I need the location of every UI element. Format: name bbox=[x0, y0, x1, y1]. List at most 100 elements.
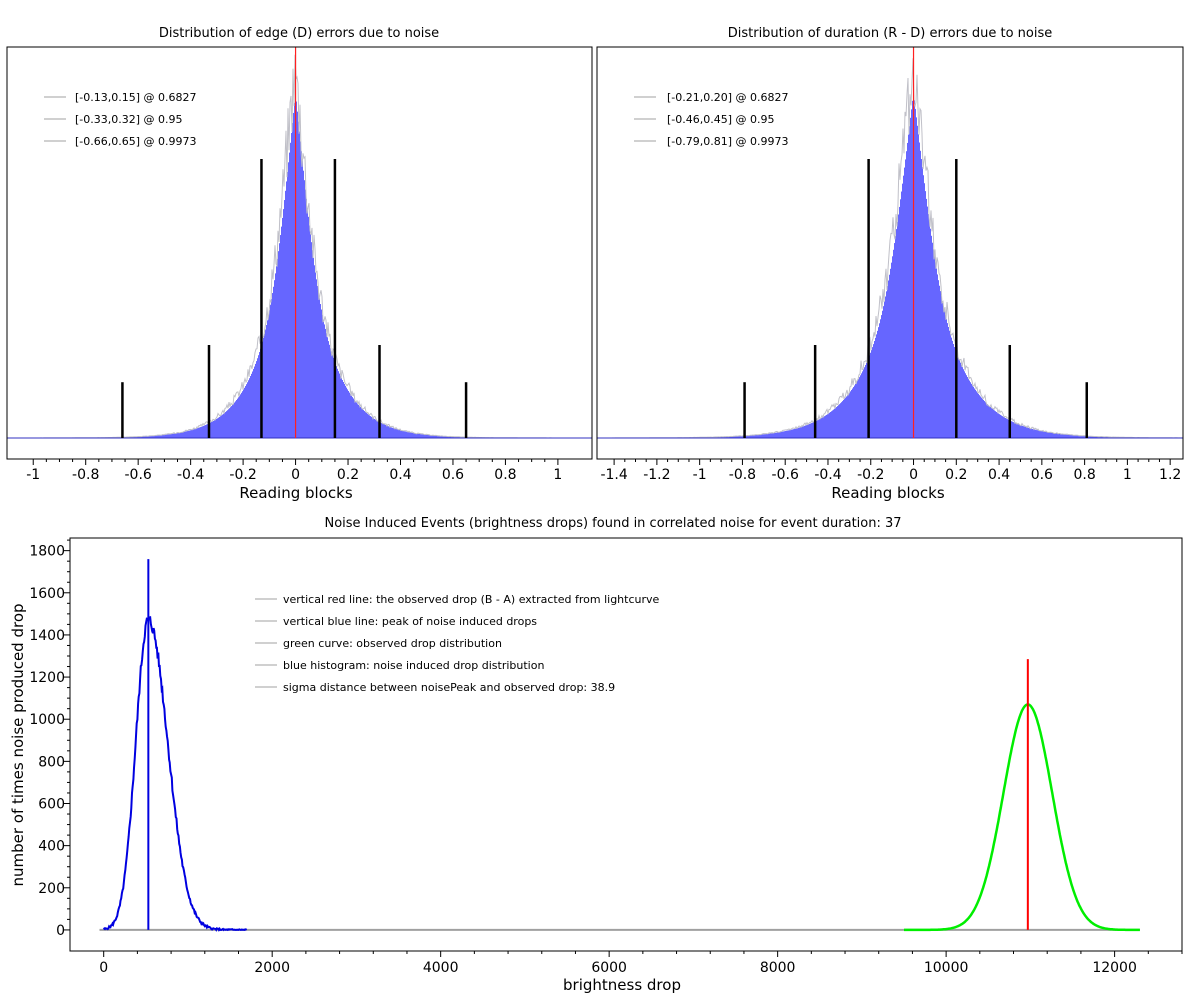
histogram-bar bbox=[853, 387, 854, 438]
histogram-bar bbox=[1106, 436, 1107, 438]
histogram-bar bbox=[443, 436, 444, 438]
histogram-bar bbox=[268, 315, 269, 438]
histogram-bar bbox=[302, 161, 303, 438]
histogram-bar bbox=[752, 435, 753, 438]
histogram-bar bbox=[255, 363, 256, 438]
x-tick-label: 0 bbox=[99, 960, 108, 976]
histogram-bar bbox=[902, 183, 903, 438]
x-tick-label: 0 bbox=[291, 467, 300, 483]
histogram-bar bbox=[441, 436, 442, 438]
histogram-bar bbox=[1079, 435, 1080, 438]
histogram-bar bbox=[234, 402, 235, 438]
histogram-bar bbox=[735, 436, 736, 438]
histogram-bar bbox=[878, 327, 879, 438]
histogram-bar bbox=[962, 367, 963, 438]
histogram-bar bbox=[203, 425, 204, 438]
histogram-bar bbox=[1096, 436, 1097, 438]
histogram-bar bbox=[266, 325, 267, 438]
histogram-bar bbox=[281, 226, 282, 438]
histogram-bar bbox=[372, 417, 373, 438]
histogram-bar bbox=[857, 380, 858, 438]
histogram-bar bbox=[757, 434, 758, 438]
histogram-bar bbox=[423, 434, 424, 438]
y-tick-label: 1600 bbox=[29, 586, 65, 602]
histogram-bar bbox=[315, 272, 316, 438]
histogram-bar bbox=[365, 411, 366, 438]
histogram-bar bbox=[915, 108, 916, 439]
histogram-bar bbox=[415, 433, 416, 438]
histogram-bar bbox=[777, 432, 778, 438]
histogram-bar bbox=[291, 132, 292, 438]
histogram-bar bbox=[920, 150, 921, 438]
histogram-bar bbox=[374, 418, 375, 438]
histogram-bar bbox=[160, 435, 161, 438]
histogram-bar bbox=[748, 435, 749, 438]
histogram-bar bbox=[1032, 428, 1033, 438]
histogram-bar bbox=[881, 315, 882, 438]
histogram-bar bbox=[164, 434, 165, 438]
histogram-bar bbox=[453, 436, 454, 438]
histogram-bar bbox=[270, 304, 271, 438]
histogram-bar bbox=[279, 243, 280, 438]
histogram-bar bbox=[846, 396, 847, 438]
histogram-bar bbox=[888, 280, 889, 438]
histogram-bar bbox=[428, 435, 429, 438]
histogram-bar bbox=[854, 385, 855, 438]
histogram-bar bbox=[348, 391, 349, 438]
histogram-bar bbox=[161, 435, 162, 438]
x-tick-label: 0 bbox=[909, 467, 918, 483]
histogram-bar bbox=[392, 427, 393, 438]
histogram-bar bbox=[729, 436, 730, 438]
histogram-bar bbox=[959, 360, 960, 438]
histogram-bar bbox=[931, 235, 932, 438]
histogram-bar bbox=[1049, 432, 1050, 438]
histogram-bar bbox=[1067, 434, 1068, 438]
histogram-bar bbox=[859, 377, 860, 438]
histogram-bar bbox=[426, 434, 427, 438]
histogram-bar bbox=[991, 407, 992, 438]
histogram-bar bbox=[431, 435, 432, 438]
histogram-bar bbox=[949, 330, 950, 438]
histogram-bar bbox=[399, 429, 400, 438]
histogram-bar bbox=[981, 397, 982, 438]
histogram-bar bbox=[811, 423, 812, 438]
histogram-bar bbox=[182, 432, 183, 438]
histogram-bar bbox=[251, 373, 252, 438]
histogram-bar bbox=[373, 418, 374, 438]
chart-title: Distribution of duration (R - D) errors … bbox=[728, 26, 1053, 41]
histogram-bar bbox=[802, 426, 803, 438]
histogram-bar bbox=[864, 367, 865, 438]
histogram-bar bbox=[256, 361, 257, 438]
histogram-bar bbox=[440, 436, 441, 438]
histogram-bar bbox=[762, 434, 763, 438]
histogram-bar bbox=[897, 221, 898, 438]
histogram-bar bbox=[1060, 433, 1061, 438]
histogram-bar bbox=[1090, 436, 1091, 438]
histogram-bar bbox=[278, 251, 279, 438]
histogram-bar bbox=[401, 430, 402, 438]
histogram-bar bbox=[975, 389, 976, 438]
histogram-bar bbox=[383, 424, 384, 438]
histogram-bar bbox=[1045, 431, 1046, 438]
confidence-interval-markers bbox=[121, 159, 468, 438]
histogram-bar bbox=[1056, 433, 1057, 438]
histogram-bar bbox=[411, 432, 412, 438]
histogram-bar bbox=[1024, 426, 1025, 438]
x-axis-label: Reading blocks bbox=[831, 484, 944, 502]
histogram-bar bbox=[408, 432, 409, 438]
x-axis-ticks: 0 2000 4000 6000 8000 10000 12000 bbox=[99, 951, 1183, 976]
histogram-bar bbox=[843, 400, 844, 438]
histogram-bar bbox=[996, 411, 997, 438]
y-tick-label: 1800 bbox=[29, 544, 65, 560]
histogram-bar bbox=[317, 285, 318, 438]
histogram-bar bbox=[732, 436, 733, 438]
histogram-bar bbox=[307, 207, 308, 438]
histogram-bar bbox=[990, 406, 991, 438]
histogram-bar bbox=[865, 365, 866, 438]
histogram-bar bbox=[750, 435, 751, 438]
histogram-bar bbox=[311, 242, 312, 438]
histogram-bar bbox=[214, 420, 215, 438]
histogram-bar bbox=[299, 131, 300, 438]
histogram-bar bbox=[265, 329, 266, 438]
histogram-bar bbox=[390, 427, 391, 438]
